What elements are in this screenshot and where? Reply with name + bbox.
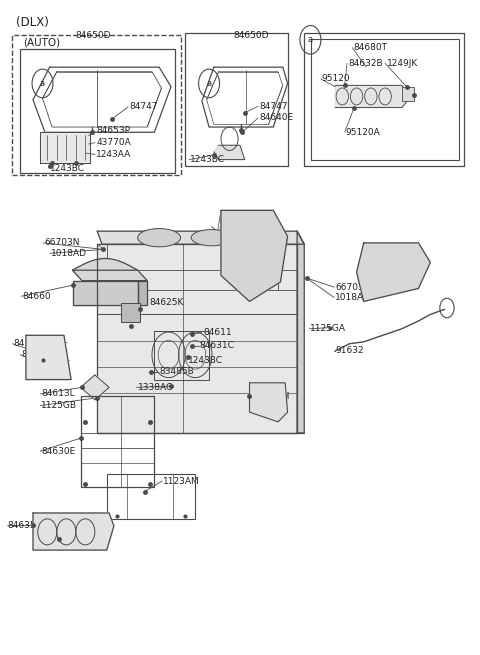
Text: 1243BC: 1243BC (188, 356, 223, 365)
Polygon shape (81, 375, 109, 400)
Text: 95120A: 95120A (346, 128, 380, 137)
Text: 1129AE: 1129AE (43, 533, 77, 542)
Text: (DLX): (DLX) (16, 16, 49, 29)
Text: 84747: 84747 (259, 102, 288, 111)
Text: 84640E: 84640E (259, 113, 293, 122)
Polygon shape (214, 145, 245, 160)
Text: 84635A: 84635A (8, 521, 43, 530)
Polygon shape (221, 210, 288, 301)
Text: 95800K: 95800K (51, 521, 86, 530)
Polygon shape (72, 271, 147, 280)
Text: 43770A: 43770A (96, 138, 131, 147)
Text: 83485B: 83485B (159, 367, 194, 376)
Text: a: a (308, 35, 313, 45)
Text: 1123AM: 1123AM (163, 477, 200, 485)
Text: 84660: 84660 (22, 291, 51, 301)
Text: 1125GA: 1125GA (311, 324, 347, 333)
Text: 84632B: 84632B (348, 59, 383, 67)
Ellipse shape (138, 229, 180, 247)
Text: 84650D: 84650D (76, 31, 111, 41)
Text: a: a (40, 79, 45, 88)
Polygon shape (33, 513, 114, 550)
Bar (12, 35, 180, 174)
Polygon shape (97, 244, 297, 433)
Text: 84611: 84611 (203, 328, 231, 337)
Text: 1018AD: 1018AD (335, 293, 371, 302)
Text: 84650D: 84650D (234, 31, 269, 41)
Bar (155, 331, 209, 379)
Text: 84631C: 84631C (200, 341, 234, 350)
Polygon shape (297, 231, 304, 433)
Text: 84747: 84747 (21, 350, 49, 360)
Text: 84631H: 84631H (254, 392, 289, 401)
Text: (AUTO): (AUTO) (24, 38, 60, 48)
Bar (121, 303, 140, 322)
Text: 1243BC: 1243BC (49, 164, 84, 172)
Polygon shape (40, 132, 90, 163)
Text: 1338AC: 1338AC (138, 383, 173, 392)
Text: 1243AA: 1243AA (96, 150, 132, 159)
Text: 84680T: 84680T (353, 43, 387, 52)
Text: 84790C: 84790C (378, 246, 413, 255)
Text: 84770M: 84770M (218, 227, 255, 236)
Text: 84653P: 84653P (96, 126, 130, 136)
Text: 84613L: 84613L (41, 389, 75, 398)
Bar (185, 33, 288, 166)
Text: 1018AD: 1018AD (50, 249, 86, 258)
Text: 84680D: 84680D (13, 339, 49, 348)
Bar (304, 33, 464, 166)
Polygon shape (138, 280, 147, 305)
Text: 95120: 95120 (322, 75, 350, 83)
Bar (402, 86, 414, 101)
Bar (81, 396, 155, 487)
Text: 66703M: 66703M (335, 283, 372, 291)
Text: 1125GB: 1125GB (41, 401, 77, 410)
Polygon shape (335, 85, 411, 107)
Bar (107, 474, 195, 519)
Text: 1243BC: 1243BC (190, 155, 225, 164)
Bar (20, 49, 175, 173)
Text: 84625K: 84625K (150, 298, 184, 307)
Text: 66703N: 66703N (44, 238, 80, 248)
Text: a: a (206, 79, 212, 88)
Polygon shape (250, 383, 288, 422)
Polygon shape (26, 335, 71, 379)
Text: 84630E: 84630E (41, 447, 75, 456)
Text: 91632: 91632 (335, 346, 364, 356)
Text: 84747: 84747 (129, 102, 157, 111)
Text: 1249JK: 1249JK (386, 59, 418, 67)
Bar (312, 39, 459, 160)
Polygon shape (357, 243, 431, 301)
Ellipse shape (191, 229, 232, 246)
Polygon shape (72, 280, 138, 305)
Polygon shape (97, 231, 304, 244)
